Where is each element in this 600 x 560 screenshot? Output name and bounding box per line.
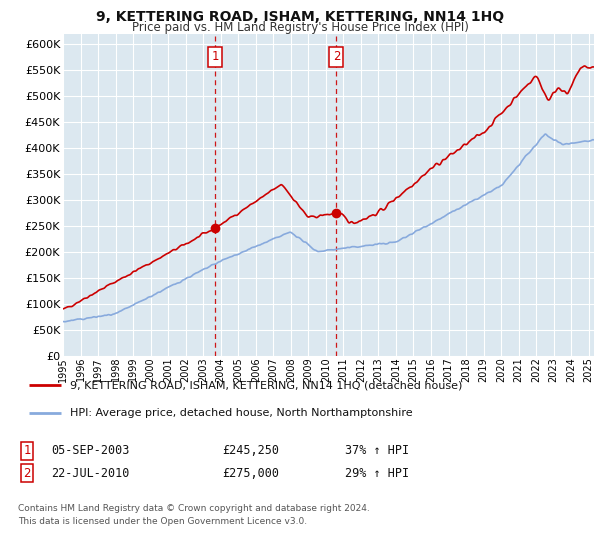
Text: 9, KETTERING ROAD, ISHAM, KETTERING, NN14 1HQ: 9, KETTERING ROAD, ISHAM, KETTERING, NN1… xyxy=(96,10,504,24)
Text: £275,000: £275,000 xyxy=(222,466,279,480)
Text: HPI: Average price, detached house, North Northamptonshire: HPI: Average price, detached house, Nort… xyxy=(70,408,412,418)
Text: 2: 2 xyxy=(23,466,31,480)
Text: 29% ↑ HPI: 29% ↑ HPI xyxy=(345,466,409,480)
Text: Contains HM Land Registry data © Crown copyright and database right 2024.
This d: Contains HM Land Registry data © Crown c… xyxy=(18,504,370,525)
Text: £245,250: £245,250 xyxy=(222,444,279,458)
Text: 37% ↑ HPI: 37% ↑ HPI xyxy=(345,444,409,458)
Text: 1: 1 xyxy=(23,444,31,458)
Text: 9, KETTERING ROAD, ISHAM, KETTERING, NN14 1HQ (detached house): 9, KETTERING ROAD, ISHAM, KETTERING, NN1… xyxy=(70,380,462,390)
Text: 05-SEP-2003: 05-SEP-2003 xyxy=(51,444,130,458)
Text: 2: 2 xyxy=(332,50,340,63)
Text: 1: 1 xyxy=(211,50,218,63)
Text: Price paid vs. HM Land Registry's House Price Index (HPI): Price paid vs. HM Land Registry's House … xyxy=(131,21,469,34)
Text: 22-JUL-2010: 22-JUL-2010 xyxy=(51,466,130,480)
